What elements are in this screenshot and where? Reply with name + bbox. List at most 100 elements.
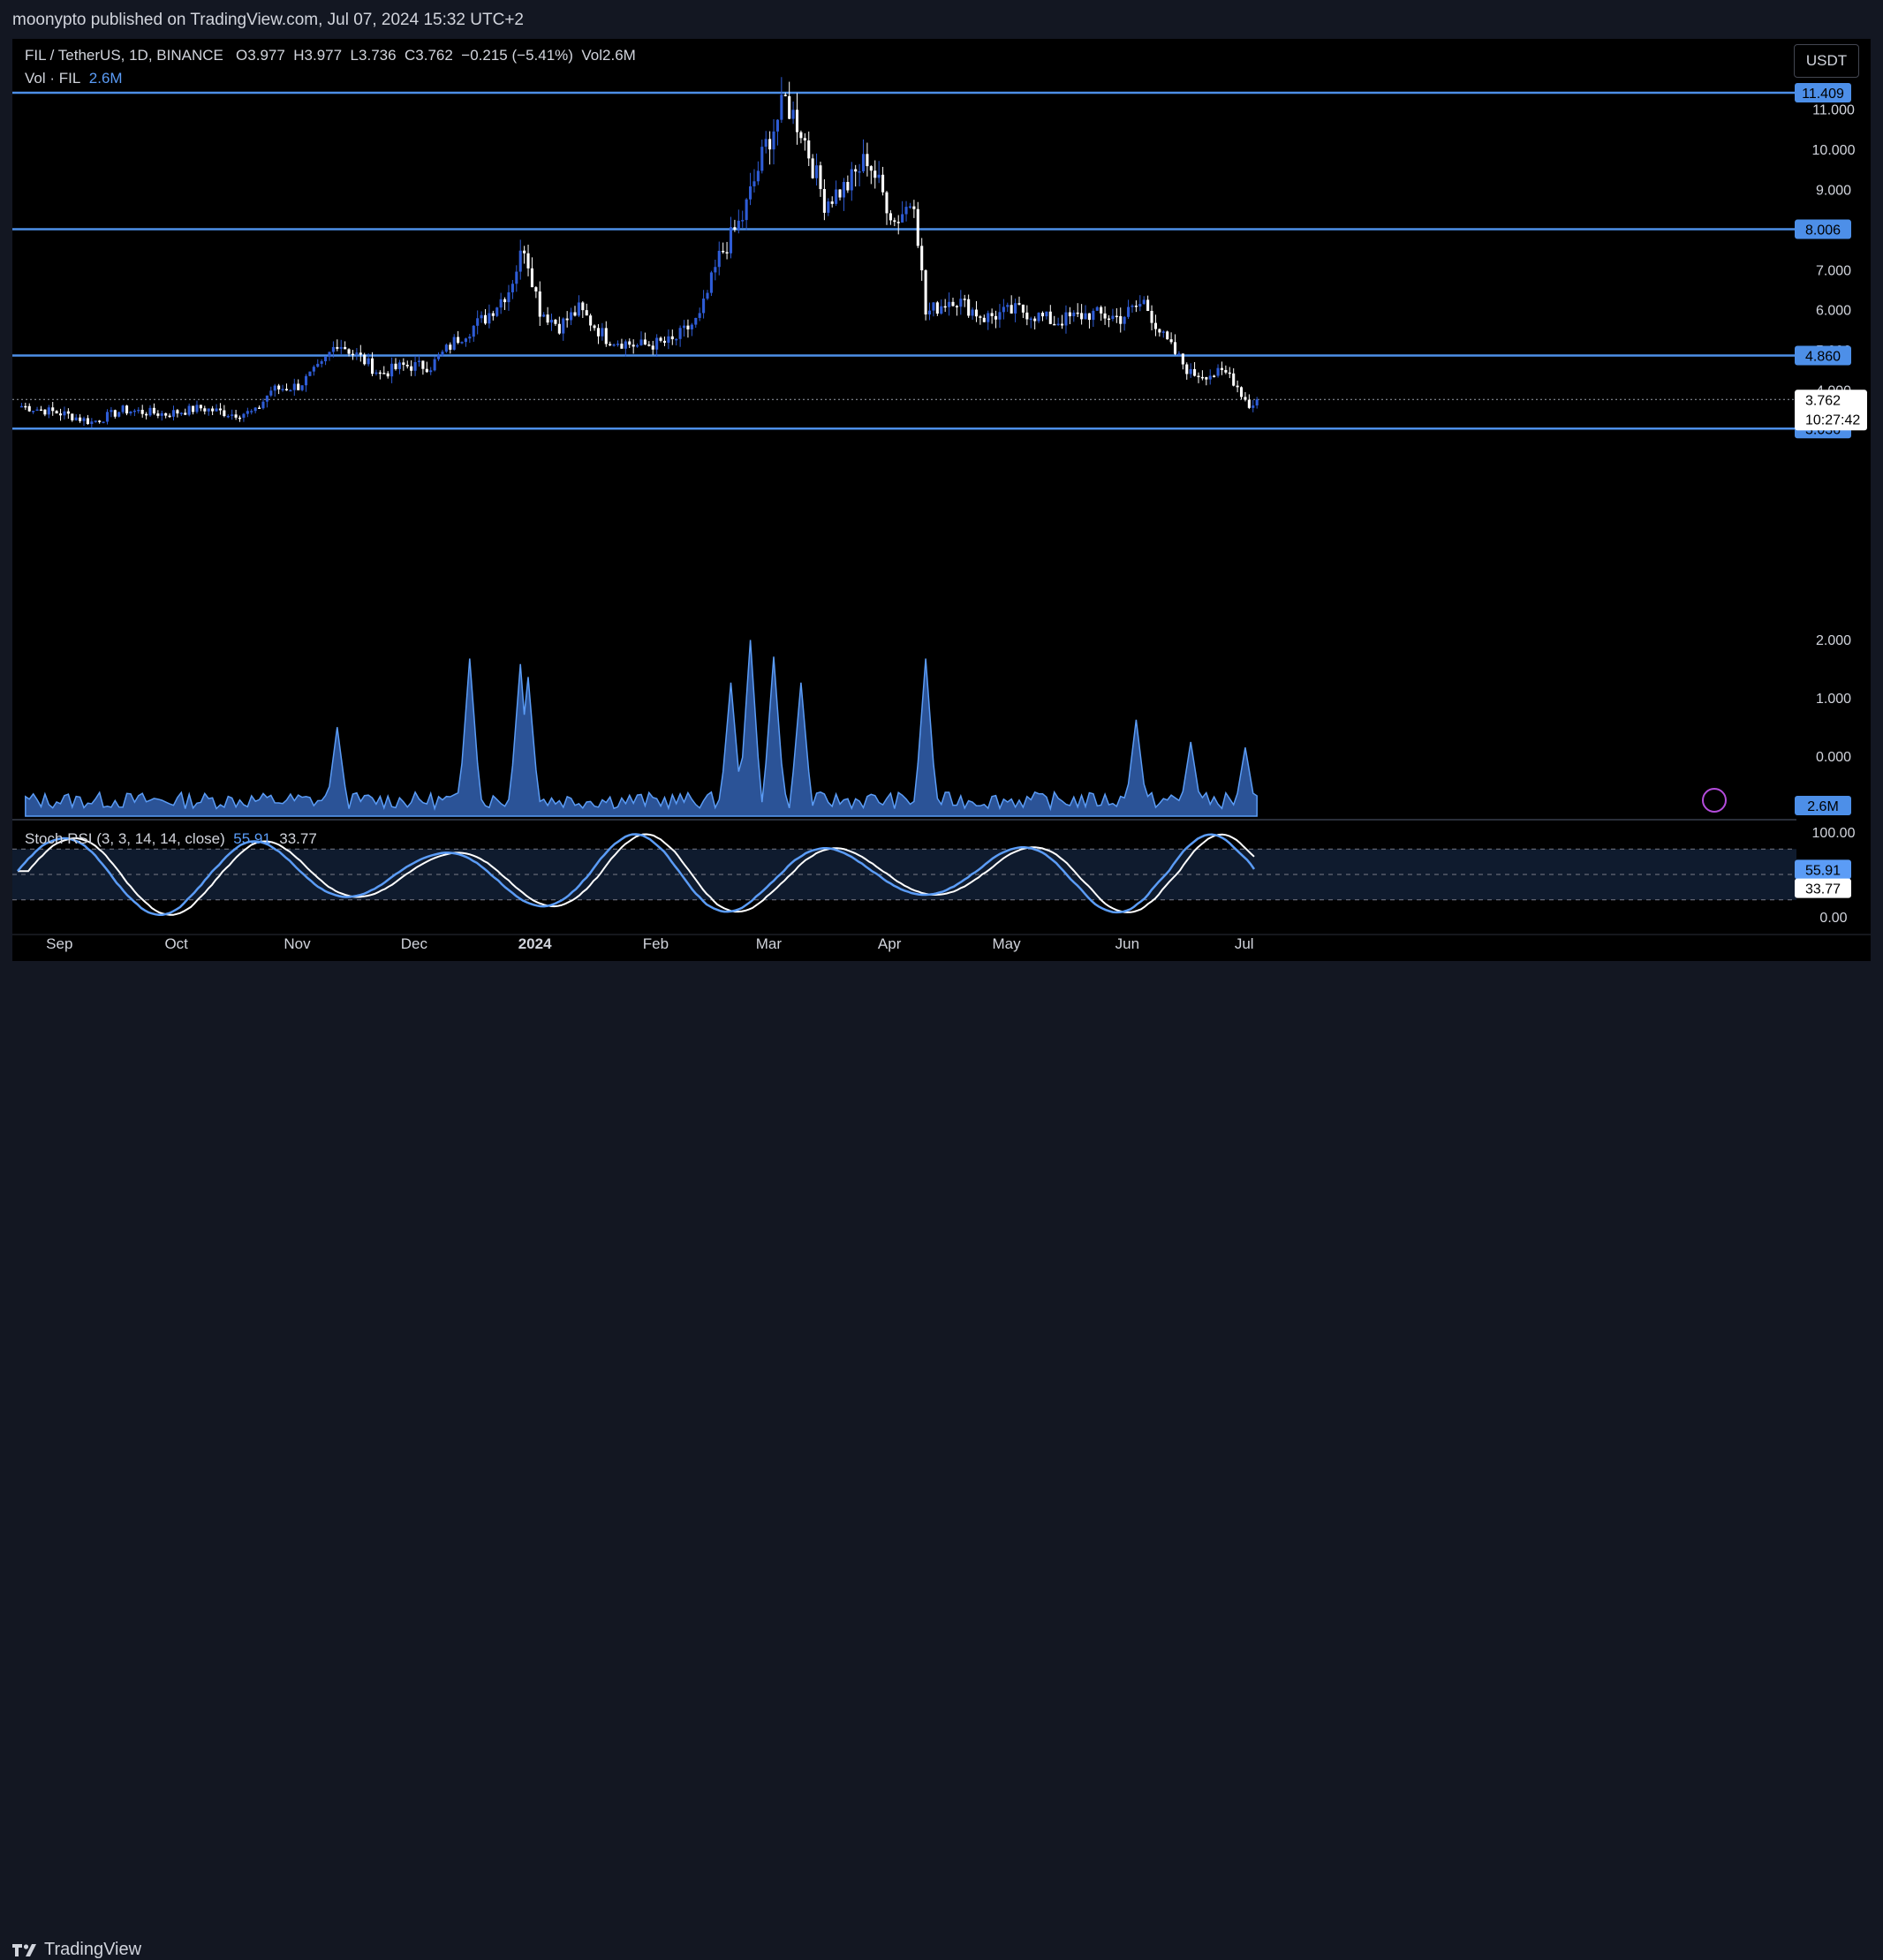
candle-body [609,344,612,345]
candle-body [515,271,518,284]
candle-body [908,206,912,208]
candle-body [714,267,717,273]
candle-body [982,317,986,322]
candle-body [749,185,752,200]
candle-body [675,338,678,341]
candle-body [1169,339,1173,343]
candle-body [1158,329,1161,333]
candle-body [1173,342,1177,354]
candle-body [129,411,132,414]
candle-body [1146,299,1150,311]
candle-body [998,312,1002,320]
candle-body [912,206,916,209]
candle-body [1131,306,1134,307]
candle-body [449,344,452,350]
volume-scale-label: 0.000 [1816,750,1851,765]
candle-body [480,314,483,319]
brand-label: TradingView [44,1940,142,1959]
stoch-k-tag-label: 55.91 [1805,863,1841,878]
candle-body [374,372,378,375]
candle-body [503,299,507,303]
candle-body [363,354,367,365]
chart-area[interactable]: 11.00010.0009.0008.0007.0006.0005.0004.0… [12,39,1871,961]
candle-body [971,309,974,316]
tradingview-brand[interactable]: TradingView [12,1940,141,1960]
candle-body [1017,303,1021,305]
candle-body [367,358,370,365]
volume-series-value: 2.6M [88,70,123,87]
candle-body [729,227,733,254]
candle-body [1224,369,1228,373]
candle-body [955,306,958,307]
stoch-rsi-pane [12,819,1796,917]
candle-body [1095,306,1099,311]
candle-body [948,301,951,307]
stoch-legend: Stoch RSI (3, 3, 14, 14, close) 55.91 33… [25,830,317,848]
candle-body [725,252,729,254]
level-price-tag-label: 4.860 [1805,349,1841,364]
candle-body [901,214,904,223]
candle-body [780,95,783,120]
price-tick-label: 6.000 [1816,304,1851,319]
candle-body [959,299,963,307]
published-caption: moonypto published on TradingView.com, J… [12,11,524,29]
candle-body [27,405,31,412]
candle-body [355,352,359,354]
candle-body [651,345,654,350]
last-price-label: 3.762 [1805,393,1841,408]
candle-body [184,412,187,415]
candle-body [1123,316,1126,324]
candle-body [850,169,853,191]
candle-body [694,317,698,325]
candle-body [82,418,86,421]
candle-body [1166,331,1169,340]
candle-body [1193,368,1197,376]
candle-body [464,338,467,343]
candle-body [55,411,58,414]
candle-body [940,306,943,314]
candle-body [830,201,834,204]
low-value: 3.736 [359,47,397,64]
level-price-tag [1795,219,1851,239]
candle-body [885,192,889,214]
candle-body [760,147,764,171]
candle-body [799,132,803,139]
candle-body [417,360,421,362]
candle-body [546,314,549,323]
candle-body [877,174,881,178]
candle-body [1236,385,1239,388]
bottom-bar: TradingView [0,961,1883,1959]
candle-body [168,415,171,418]
candle-body [39,409,43,412]
candle-body [328,352,331,357]
candle-body [916,208,919,246]
horizontal-levels [12,91,1796,430]
candle-body [32,411,35,412]
candle-body [336,346,339,349]
candle-body [195,405,199,412]
candle-body [791,110,795,119]
candle-body [815,165,819,178]
candle-body [1025,312,1029,320]
candle-body [612,344,616,346]
chart-svg[interactable]: 11.00010.0009.0008.0007.0006.0005.0004.0… [12,39,1871,961]
candle-body [659,337,662,341]
candle-body [542,314,546,317]
candle-body [601,328,604,337]
stoch-title: Stoch RSI (3, 3, 14, 14, close) [25,830,225,847]
candle-body [1103,313,1107,319]
candle-body [803,138,806,141]
candle-body [1006,305,1010,307]
currency-button[interactable]: USDT [1794,44,1859,78]
candle-body [339,346,343,349]
candle-body [881,174,885,193]
candle-body [1076,312,1079,314]
candle-body [1002,306,1005,313]
candle-body [390,363,394,377]
candle-body [643,339,647,345]
candle-body [90,421,94,425]
candle-body [410,366,413,371]
candle-body [292,383,296,390]
price-tick-label: 10.000 [1812,143,1856,158]
time-tick-label: Jun [1115,935,1139,952]
